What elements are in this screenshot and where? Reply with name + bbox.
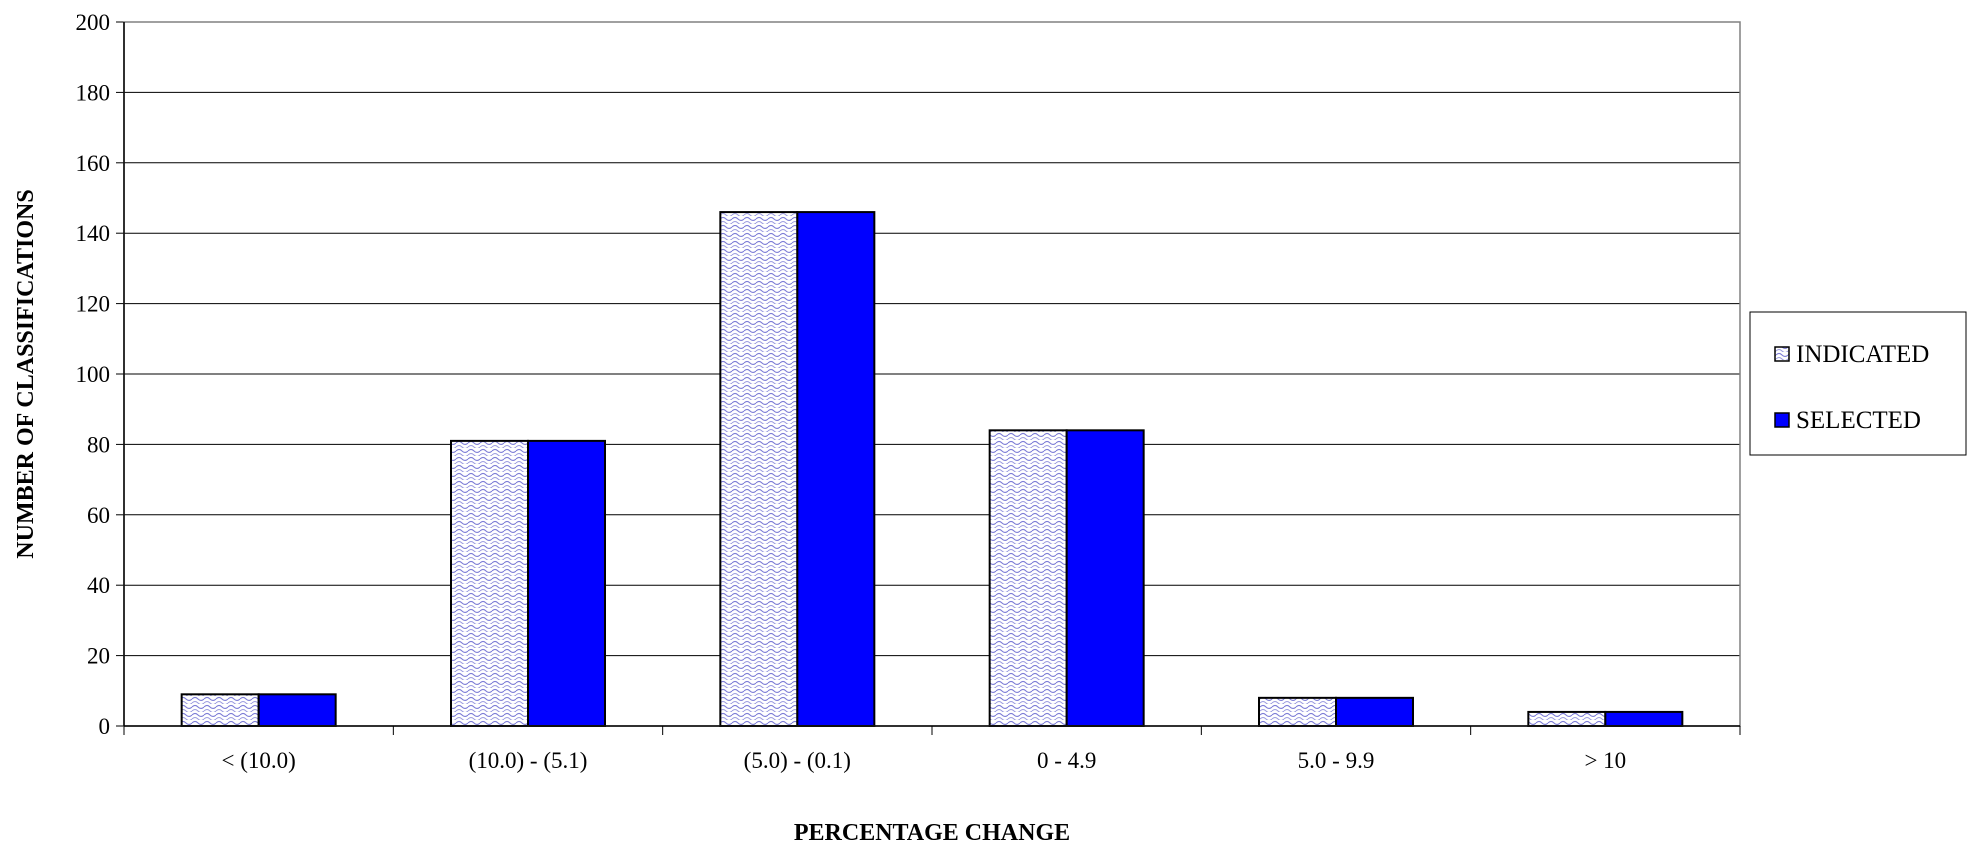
- x-axis-title: PERCENTAGE CHANGE: [794, 820, 1070, 846]
- y-tick-label: 180: [76, 80, 111, 105]
- gridlines: [116, 21, 1740, 727]
- y-tick-labels: 0 20 40 60 80 100 120 140 160 180 200: [76, 10, 111, 739]
- legend-label-selected: SELECTED: [1796, 407, 1921, 434]
- x-tick-label: (10.0) - (5.1): [469, 748, 588, 773]
- x-tick-label: 0 - 4.9: [1037, 748, 1096, 773]
- bar-selected-1: [527, 439, 606, 727]
- bar-selected-3: [1065, 429, 1145, 727]
- bar-indicated-5: [1527, 710, 1607, 727]
- x-tick-label: < (10.0): [222, 748, 296, 773]
- legend-swatch-indicated: [1774, 346, 1790, 362]
- x-tick-label: > 10: [1584, 748, 1626, 773]
- x-tick-label: 5.0 - 9.9: [1298, 748, 1375, 773]
- x-tick-labels: < (10.0) (10.0) - (5.1) (5.0) - (0.1) 0 - 4…: [222, 748, 1627, 773]
- bar-selected-0: [257, 693, 337, 728]
- bar-indicated-0: [180, 693, 260, 728]
- bar-selected-5: [1604, 710, 1684, 727]
- y-tick-label: 140: [76, 221, 111, 246]
- y-tick-label: 120: [76, 292, 111, 317]
- y-tick-label: 20: [87, 644, 110, 669]
- y-axis-title: NUMBER OF CLASSIFICATIONS: [13, 189, 39, 558]
- x-tick-label: (5.0) - (0.1): [744, 748, 851, 773]
- y-tick-label: 0: [99, 714, 111, 739]
- bar-indicated-3: [988, 429, 1068, 727]
- bar-indicated-1: [450, 439, 529, 727]
- y-tick-label: 100: [76, 362, 111, 387]
- axes: [123, 21, 1741, 735]
- y-tick-label: 80: [87, 432, 110, 457]
- bar-indicated-4: [1258, 696, 1337, 728]
- y-tick-label: 160: [76, 151, 111, 176]
- bar-indicated-2: [719, 211, 799, 727]
- bar-selected-2: [796, 211, 876, 727]
- y-tick-label: 200: [76, 10, 111, 35]
- legend-label-indicated: INDICATED: [1796, 341, 1929, 368]
- legend: INDICATED SELECTED: [1749, 311, 1967, 456]
- bar-selected-4: [1335, 696, 1414, 728]
- bars: [180, 211, 1684, 728]
- legend-swatch-selected: [1774, 412, 1790, 428]
- y-tick-label: 40: [87, 573, 110, 598]
- legend-box: [1749, 311, 1967, 456]
- y-tick-label: 60: [87, 503, 110, 528]
